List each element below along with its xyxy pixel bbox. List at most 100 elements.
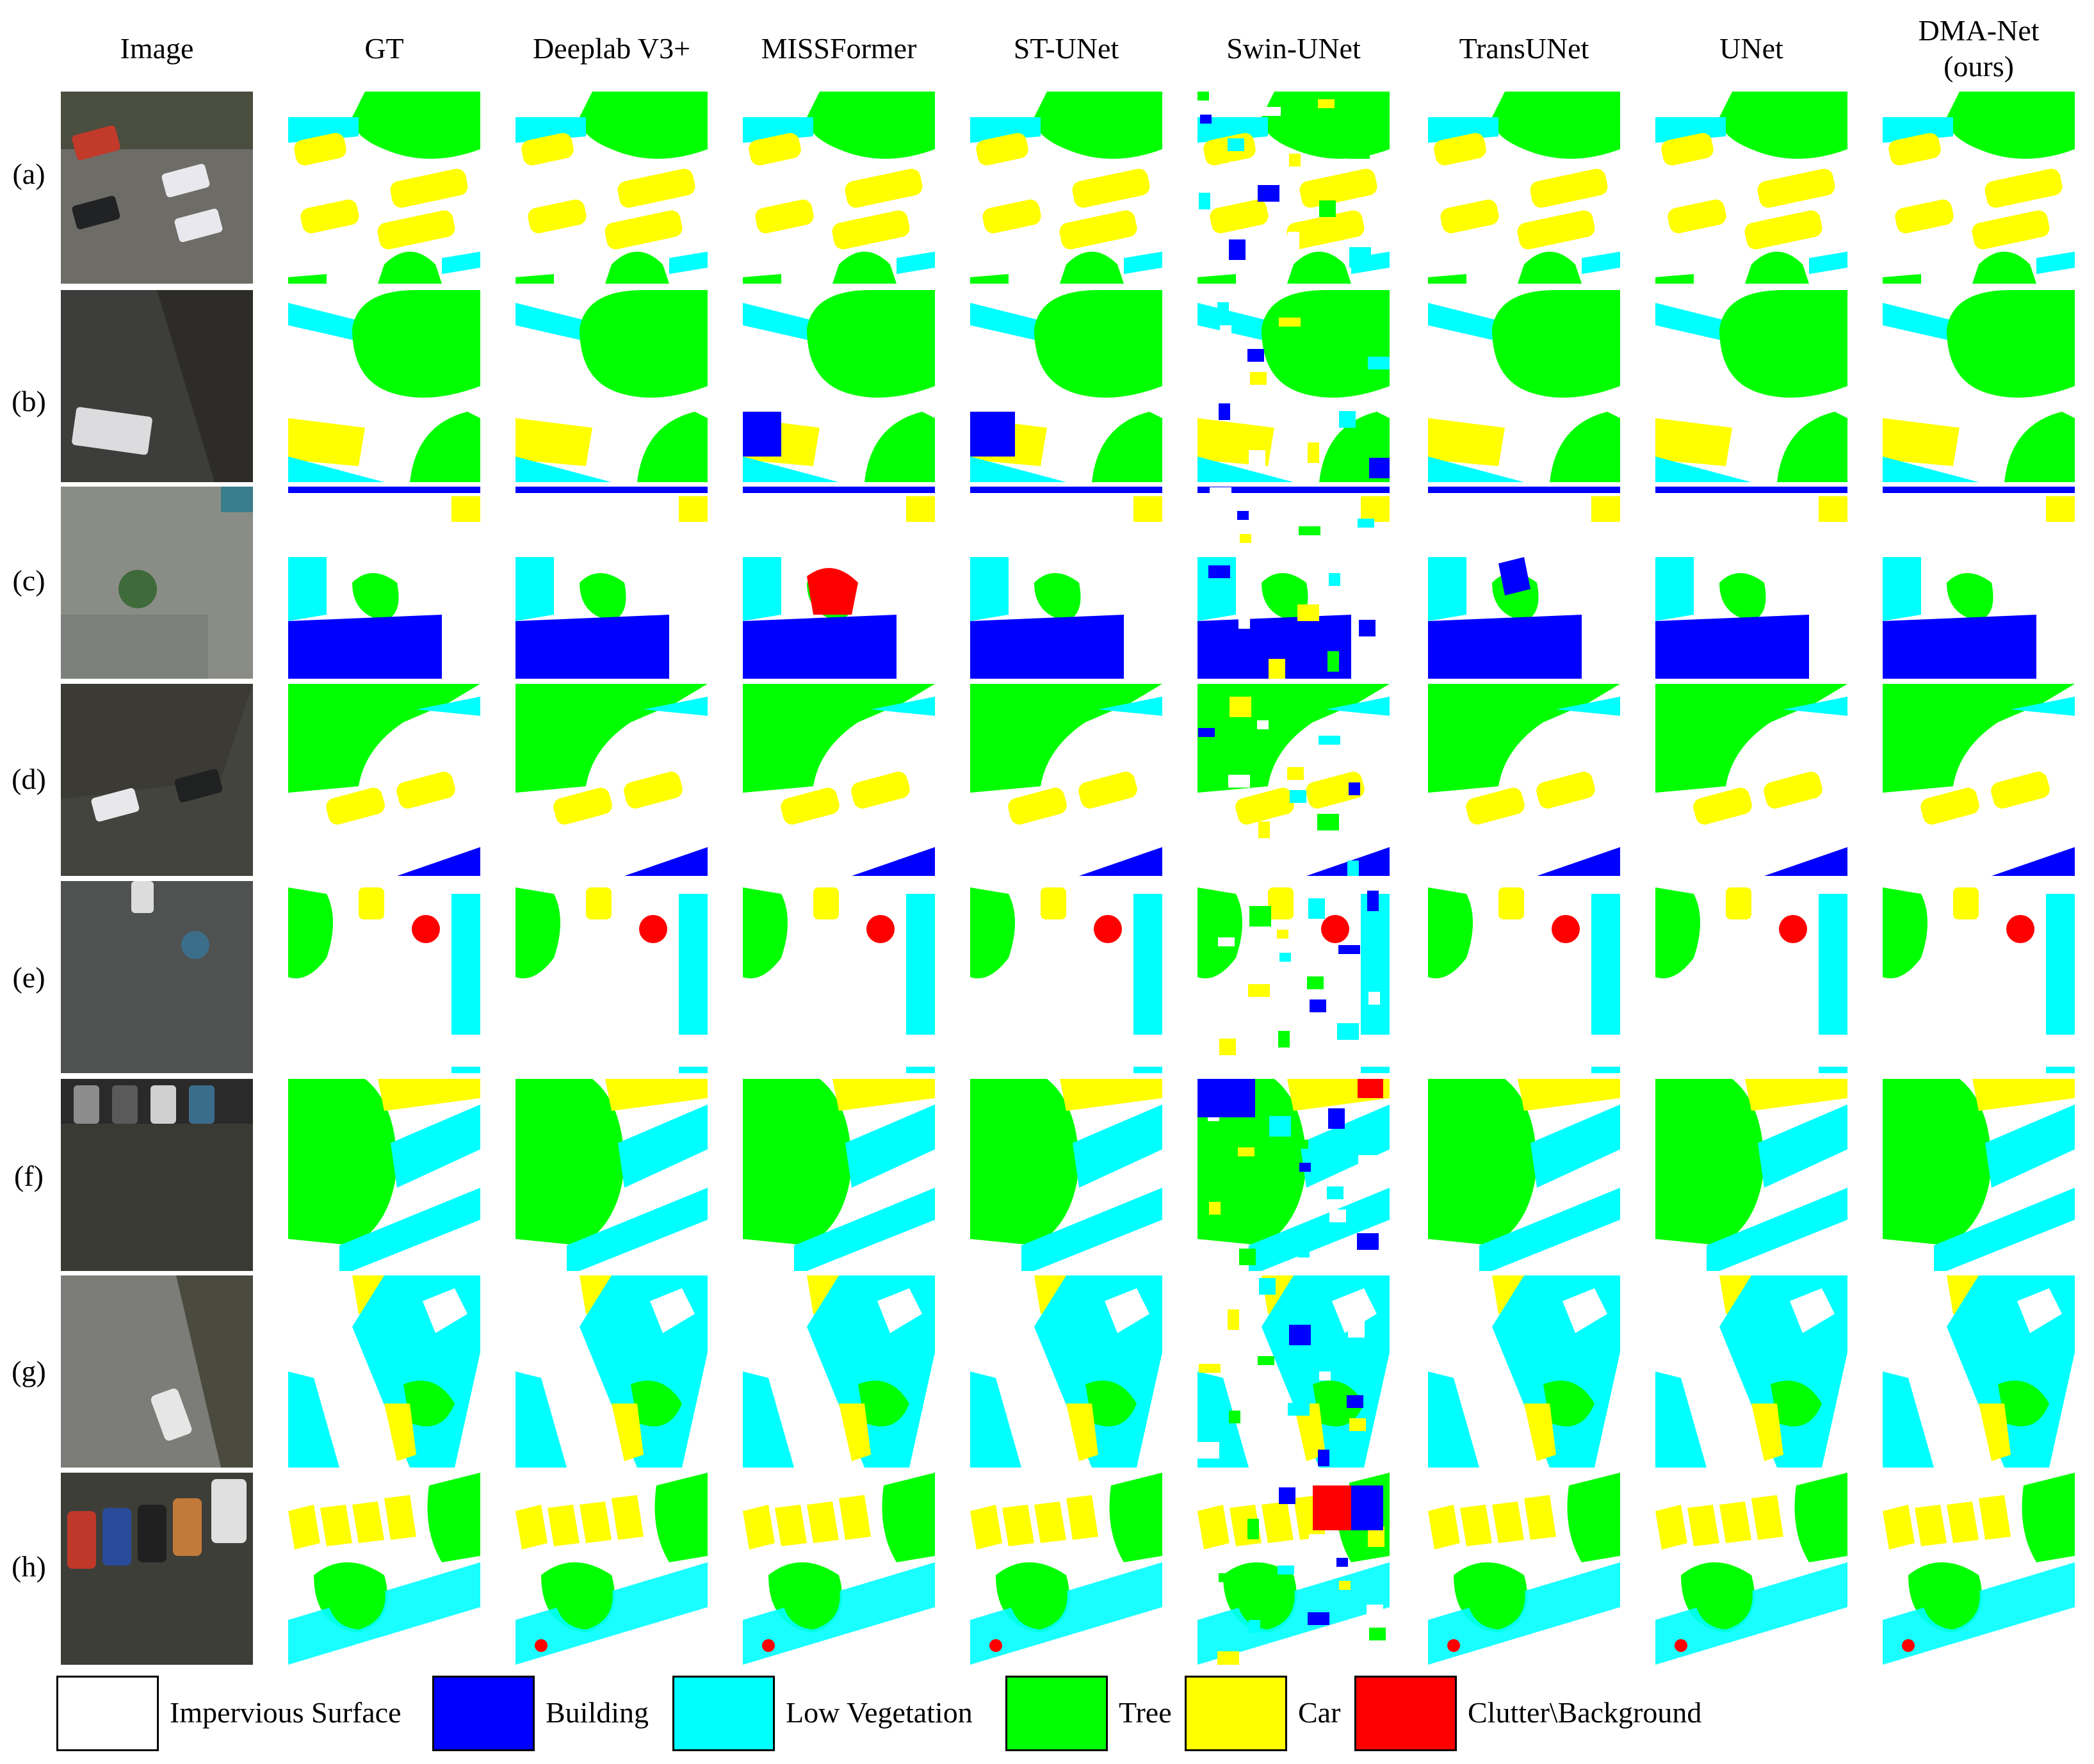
segmentation-map-f-dmanet bbox=[1883, 1079, 2075, 1271]
column-header-missformer: MISSFormer bbox=[761, 32, 917, 65]
segmentation-map-a-deeplab bbox=[515, 92, 708, 284]
segmentation-map-g-deeplab bbox=[515, 1275, 708, 1468]
segmentation-map-g-gt bbox=[288, 1275, 480, 1468]
segmentation-map-a-gt bbox=[288, 92, 480, 284]
segmentation-map-d-unet bbox=[1655, 684, 1847, 876]
segmentation-map-e-stunet bbox=[970, 881, 1162, 1073]
segmentation-map-b-missformer bbox=[743, 290, 935, 482]
column-header-gt: GT bbox=[364, 32, 404, 65]
column-header-image: Image bbox=[120, 32, 194, 65]
segmentation-map-g-transunet bbox=[1428, 1275, 1620, 1468]
segmentation-map-g-dmanet bbox=[1883, 1275, 2075, 1468]
segmentation-map-f-missformer bbox=[743, 1079, 935, 1271]
legend-swatch-impervious-surface bbox=[56, 1676, 159, 1751]
segmentation-map-c-stunet bbox=[970, 487, 1162, 679]
aerial-image-g-image bbox=[61, 1275, 253, 1468]
segmentation-map-h-deeplab bbox=[515, 1473, 708, 1665]
segmentation-map-e-transunet bbox=[1428, 881, 1620, 1073]
segmentation-map-a-unet bbox=[1655, 92, 1847, 284]
segmentation-map-f-transunet bbox=[1428, 1079, 1620, 1271]
segmentation-map-b-deeplab bbox=[515, 290, 708, 482]
segmentation-map-h-missformer bbox=[743, 1473, 935, 1665]
aerial-image-b-image bbox=[61, 290, 253, 482]
legend-label-low-vegetation: Low Vegetation bbox=[786, 1696, 973, 1729]
row-label-d: (d) bbox=[12, 763, 46, 795]
segmentation-map-a-stunet bbox=[970, 92, 1162, 284]
segmentation-map-f-deeplab bbox=[515, 1079, 708, 1271]
legend-swatch-clutter-background bbox=[1354, 1676, 1457, 1751]
segmentation-map-h-stunet bbox=[970, 1473, 1162, 1665]
aerial-image-f-image bbox=[61, 1079, 253, 1271]
legend-label-clutter-background: Clutter\Background bbox=[1468, 1696, 1702, 1729]
segmentation-map-f-stunet bbox=[970, 1079, 1162, 1271]
legend-swatch-low-vegetation bbox=[672, 1676, 775, 1751]
column-header-deeplab: Deeplab V3+ bbox=[532, 32, 691, 65]
segmentation-map-d-swinunet bbox=[1197, 684, 1390, 876]
segmentation-map-d-deeplab bbox=[515, 684, 708, 876]
segmentation-map-d-gt bbox=[288, 684, 480, 876]
row-label-f: (f) bbox=[14, 1160, 44, 1192]
row-label-h: (h) bbox=[12, 1550, 46, 1583]
aerial-image-c-image bbox=[61, 487, 253, 679]
row-label-e: (e) bbox=[12, 961, 45, 994]
column-header-transunet: TransUNet bbox=[1459, 32, 1589, 65]
segmentation-map-a-transunet bbox=[1428, 92, 1620, 284]
segmentation-map-c-unet bbox=[1655, 487, 1847, 679]
legend-label-car: Car bbox=[1298, 1696, 1341, 1729]
segmentation-map-e-unet bbox=[1655, 881, 1847, 1073]
segmentation-map-c-dmanet bbox=[1883, 487, 2075, 679]
column-header-stunet: ST-UNet bbox=[1013, 32, 1119, 65]
segmentation-map-b-dmanet bbox=[1883, 290, 2075, 482]
legend-label-impervious-surface: Impervious Surface bbox=[170, 1696, 402, 1729]
aerial-image-a-image bbox=[61, 92, 253, 284]
segmentation-map-c-gt bbox=[288, 487, 480, 679]
segmentation-map-h-unet bbox=[1655, 1473, 1847, 1665]
row-label-a: (a) bbox=[12, 158, 45, 190]
segmentation-map-g-swinunet bbox=[1197, 1275, 1390, 1468]
segmentation-map-d-stunet bbox=[970, 684, 1162, 876]
segmentation-map-h-transunet bbox=[1428, 1473, 1620, 1665]
segmentation-map-f-unet bbox=[1655, 1079, 1847, 1271]
segmentation-map-b-transunet bbox=[1428, 290, 1620, 482]
column-header-dmanet: DMA-Net (ours) bbox=[1918, 14, 2040, 83]
segmentation-map-a-dmanet bbox=[1883, 92, 2075, 284]
segmentation-map-c-missformer bbox=[743, 487, 935, 679]
segmentation-map-h-dmanet bbox=[1883, 1473, 2075, 1665]
segmentation-map-h-swinunet bbox=[1197, 1473, 1390, 1665]
segmentation-map-d-dmanet bbox=[1883, 684, 2075, 876]
column-header-unet: UNet bbox=[1719, 32, 1783, 65]
legend-label-building: Building bbox=[546, 1696, 649, 1729]
segmentation-map-c-transunet bbox=[1428, 487, 1620, 679]
segmentation-map-g-stunet bbox=[970, 1275, 1162, 1468]
segmentation-map-g-unet bbox=[1655, 1275, 1847, 1468]
segmentation-map-c-deeplab bbox=[515, 487, 708, 679]
aerial-image-h-image bbox=[61, 1473, 253, 1665]
column-header-swinunet: Swin-UNet bbox=[1226, 32, 1361, 65]
segmentation-map-e-gt bbox=[288, 881, 480, 1073]
row-label-g: (g) bbox=[12, 1355, 46, 1388]
segmentation-map-h-gt bbox=[288, 1473, 480, 1665]
aerial-image-d-image bbox=[61, 684, 253, 876]
segmentation-map-e-dmanet bbox=[1883, 881, 2075, 1073]
row-label-b: (b) bbox=[12, 385, 46, 417]
segmentation-map-g-missformer bbox=[743, 1275, 935, 1468]
segmentation-map-b-stunet bbox=[970, 290, 1162, 482]
legend-swatch-tree bbox=[1005, 1676, 1108, 1751]
row-label-c: (c) bbox=[12, 564, 45, 597]
segmentation-map-d-missformer bbox=[743, 684, 935, 876]
segmentation-map-b-gt bbox=[288, 290, 480, 482]
segmentation-map-d-transunet bbox=[1428, 684, 1620, 876]
aerial-image-e-image bbox=[61, 881, 253, 1073]
legend-swatch-building bbox=[432, 1676, 535, 1751]
segmentation-map-a-missformer bbox=[743, 92, 935, 284]
legend-label-tree: Tree bbox=[1119, 1696, 1172, 1729]
legend-swatch-car bbox=[1185, 1676, 1287, 1751]
segmentation-map-a-swinunet bbox=[1197, 92, 1390, 284]
segmentation-map-c-swinunet bbox=[1197, 487, 1390, 679]
segmentation-map-f-swinunet bbox=[1197, 1079, 1390, 1271]
segmentation-map-b-swinunet bbox=[1197, 290, 1390, 482]
segmentation-map-e-swinunet bbox=[1197, 881, 1390, 1073]
segmentation-map-e-deeplab bbox=[515, 881, 708, 1073]
segmentation-map-b-unet bbox=[1655, 290, 1847, 482]
segmentation-map-f-gt bbox=[288, 1079, 480, 1271]
